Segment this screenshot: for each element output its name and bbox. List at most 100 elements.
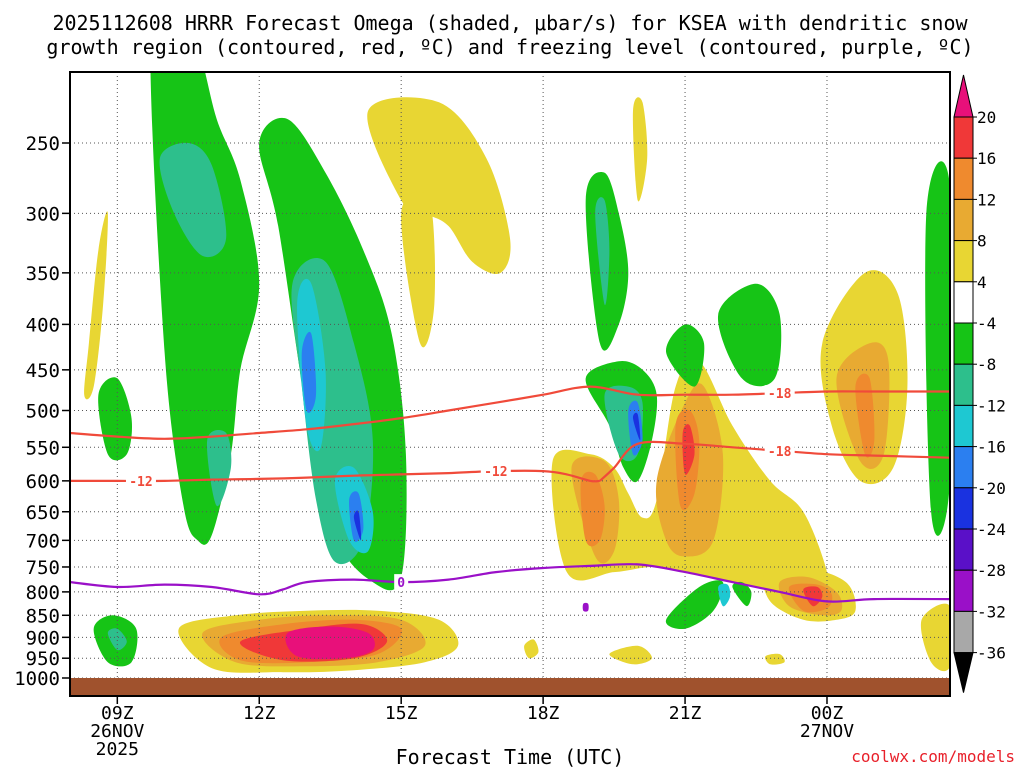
dgz-contour-0-label-bg	[125, 472, 156, 488]
plot-frame	[69, 71, 951, 697]
x-tick-label: 21Z	[669, 703, 702, 724]
dgz-contour-0-label: -12	[129, 475, 152, 490]
freezing-level-contour-label: 0	[397, 576, 405, 591]
colorbar-swatch	[953, 240, 974, 283]
colorbar-swatch	[953, 487, 974, 530]
y-tick-label: 300	[26, 203, 60, 225]
freezing-level-contour-label-bg	[394, 574, 409, 590]
y-tick-label: 600	[26, 471, 60, 493]
y-tick-label: 250	[26, 133, 60, 155]
omega-region-purple	[582, 602, 589, 612]
y-tick-label: 550	[26, 437, 60, 459]
colorbar-label: -8	[977, 355, 996, 374]
dgz-contour-2-label: -18	[768, 445, 792, 460]
colorbar-bottom-arrow	[953, 652, 974, 693]
omega-region-teal	[595, 197, 610, 306]
colorbar-swatch	[953, 569, 974, 612]
omega-region-green	[717, 283, 782, 387]
dgz-contour-1-label-bg	[480, 463, 511, 479]
omega-region-magenta	[285, 626, 375, 660]
omega-region-yellow	[401, 191, 436, 348]
colorbar-top-arrow	[953, 74, 974, 118]
colorbar-label: -16	[977, 438, 1006, 457]
omega-region-green	[665, 580, 724, 630]
x-tick-label: 12Z	[243, 703, 276, 724]
y-tick-label: 800	[26, 582, 60, 604]
omega-region-orange	[855, 373, 875, 458]
colorbar-swatch	[953, 322, 974, 365]
colorbar-swatch	[953, 281, 974, 324]
dgz-contour-0-line	[70, 469, 600, 483]
omega-region-teal	[206, 430, 232, 507]
colorbar-swatch	[953, 157, 974, 200]
omega-region-yellow	[367, 97, 511, 274]
colorbar-label: 12	[977, 190, 996, 209]
dgz-contour-4-label: -18	[768, 387, 792, 402]
chart-title-line2: growth region (contoured, red, ºC) and f…	[46, 35, 973, 59]
omega-region-green	[98, 377, 133, 461]
freezing-level-contour-line	[70, 563, 950, 603]
omega-shading	[84, 72, 950, 673]
y-tick-label: 500	[26, 401, 60, 423]
y-tick-label: 900	[26, 627, 60, 649]
omega-region-yellow	[765, 653, 785, 665]
colorbar-label: 4	[977, 273, 987, 292]
colorbar-swatch	[953, 363, 974, 406]
y-tick-label: 450	[26, 360, 60, 382]
y-tick-label: 950	[26, 648, 60, 670]
omega-region-yellow	[524, 639, 539, 659]
y-tick-label: 350	[26, 263, 60, 285]
x-tick-label: 09Z	[101, 703, 134, 724]
omega-region-darkblue	[353, 510, 362, 541]
omega-region-blue	[628, 400, 643, 456]
x-tick-year: 2025	[96, 739, 139, 760]
grid-lines	[70, 72, 950, 679]
omega-region-green	[665, 324, 705, 387]
colorbar-label: -12	[977, 396, 1006, 415]
omega-region-orange	[580, 471, 605, 547]
colorbar-label: 8	[977, 232, 987, 251]
x-tick-date: 26NOV	[90, 721, 144, 742]
colorbar-label: -32	[977, 602, 1006, 621]
omega-region-teal	[159, 142, 227, 258]
y-tick-label: 700	[26, 530, 60, 552]
colorbar-swatch	[953, 610, 974, 654]
omega-region-darkblue	[632, 412, 641, 441]
chart-title-line1: 2025112608 HRRR Forecast Omega (shaded, …	[52, 11, 968, 35]
omega-region-yellow	[84, 211, 108, 400]
x-tick-date: 27NOV	[800, 721, 854, 742]
watermark: coolwx.com/models	[851, 747, 1015, 766]
colorbar-label: -28	[977, 561, 1006, 580]
omega-region-blue	[301, 331, 317, 413]
x-tick-label: 18Z	[527, 703, 560, 724]
dgz-contour-4-label-bg	[764, 385, 795, 401]
colorbar-swatch	[953, 198, 974, 242]
x-axis-label: Forecast Time (UTC)	[396, 745, 625, 768]
dgz-contour-2-label-bg	[764, 442, 795, 458]
omega-region-yellow	[920, 603, 950, 672]
dgz-contour-2-line	[599, 440, 950, 482]
omega-region-teal	[107, 628, 127, 651]
colorbar-swatch	[953, 404, 974, 448]
omega-region-yellow	[632, 97, 648, 202]
colorbar-label: -24	[977, 520, 1006, 539]
dgz-contour-1-label: -12	[484, 465, 507, 480]
y-tick-label: 750	[26, 557, 60, 579]
colorbar-label: -4	[977, 314, 996, 333]
x-tick-label: 00Z	[811, 703, 844, 724]
y-tick-label: 400	[26, 314, 60, 336]
omega-region-yellow	[609, 645, 652, 665]
x-tick-label: 15Z	[385, 703, 418, 724]
contour-lines: -12 -12 -18 -18 0	[70, 385, 950, 603]
colorbar-label: -36	[977, 644, 1006, 663]
y-axis: 2503003504004505005506006507007508008509…	[14, 133, 70, 690]
colorbar-swatch	[953, 116, 974, 159]
colorbar-swatch	[953, 446, 974, 489]
y-tick-label: 1000	[14, 668, 60, 690]
colorbar-swatch	[953, 528, 974, 571]
omega-region-green	[925, 161, 950, 536]
colorbar-label: 20	[977, 108, 996, 127]
y-tick-label: 850	[26, 605, 60, 627]
